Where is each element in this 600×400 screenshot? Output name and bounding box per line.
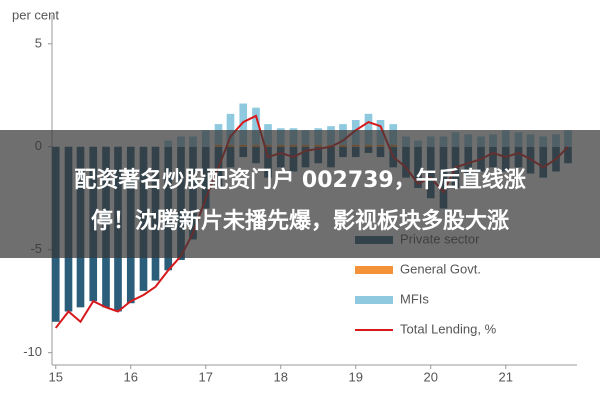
- legend-label: General Govt.: [400, 261, 481, 276]
- overlay-line: 停！沈腾新片未播先爆，影视板块多股大涨: [91, 208, 509, 234]
- overlay-line: 配资著名炒股配资门户 002739，午后直线涨: [74, 167, 526, 193]
- legend-key: [355, 296, 393, 304]
- x-tick-label: 15: [49, 369, 63, 384]
- x-tick-label: 18: [274, 369, 288, 384]
- overlay-banner: [0, 130, 600, 258]
- bar: [364, 113, 373, 145]
- bar: [226, 113, 235, 145]
- y-tick-label: 5: [35, 35, 42, 50]
- legend-label: MFIs: [400, 291, 429, 306]
- bar: [252, 107, 260, 145]
- x-tick-label: 20: [424, 369, 438, 384]
- y-axis-label: per cent: [12, 7, 59, 22]
- legend-key: [355, 266, 393, 274]
- legend-label: Total Lending, %: [400, 321, 497, 336]
- bar: [239, 103, 248, 145]
- x-tick-label: 16: [124, 369, 138, 384]
- x-tick-label: 17: [199, 369, 213, 384]
- y-tick-label: -10: [23, 344, 42, 359]
- x-tick-label: 19: [349, 369, 363, 384]
- x-tick-label: 21: [499, 369, 513, 384]
